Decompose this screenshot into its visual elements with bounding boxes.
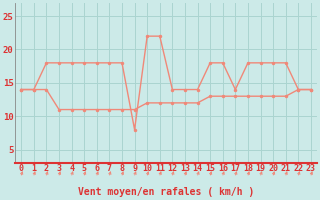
X-axis label: Vent moyen/en rafales ( km/h ): Vent moyen/en rafales ( km/h ) <box>78 187 254 197</box>
